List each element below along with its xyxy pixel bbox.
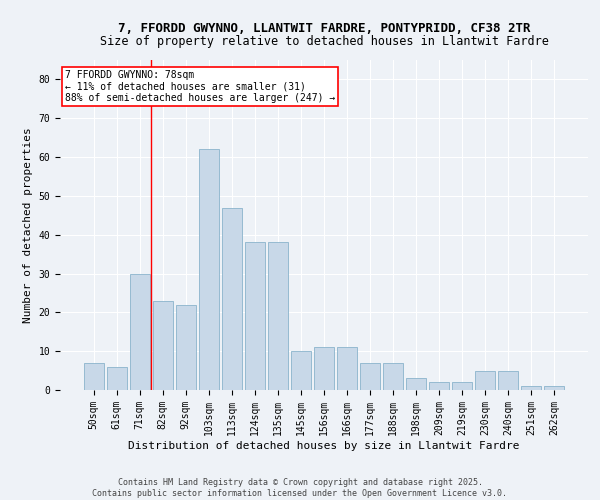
Text: Size of property relative to detached houses in Llantwit Fardre: Size of property relative to detached ho… <box>100 35 548 48</box>
Bar <box>337 348 357 390</box>
Bar <box>222 208 242 390</box>
Bar <box>521 386 541 390</box>
Bar <box>291 351 311 390</box>
Bar <box>176 304 196 390</box>
Bar <box>199 150 218 390</box>
Bar <box>452 382 472 390</box>
Bar <box>499 370 518 390</box>
Bar <box>130 274 149 390</box>
Bar <box>314 348 334 390</box>
Bar <box>245 242 265 390</box>
Bar <box>544 386 564 390</box>
Text: 7, FFORDD GWYNNO, LLANTWIT FARDRE, PONTYPRIDD, CF38 2TR: 7, FFORDD GWYNNO, LLANTWIT FARDRE, PONTY… <box>118 22 530 36</box>
Bar <box>268 242 288 390</box>
Bar <box>107 366 127 390</box>
Bar <box>360 363 380 390</box>
Y-axis label: Number of detached properties: Number of detached properties <box>23 127 33 323</box>
Text: Contains HM Land Registry data © Crown copyright and database right 2025.
Contai: Contains HM Land Registry data © Crown c… <box>92 478 508 498</box>
Bar <box>406 378 426 390</box>
Text: 7 FFORDD GWYNNO: 78sqm
← 11% of detached houses are smaller (31)
88% of semi-det: 7 FFORDD GWYNNO: 78sqm ← 11% of detached… <box>65 70 335 103</box>
Bar <box>430 382 449 390</box>
Bar <box>84 363 104 390</box>
Bar <box>153 300 173 390</box>
Bar <box>475 370 495 390</box>
X-axis label: Distribution of detached houses by size in Llantwit Fardre: Distribution of detached houses by size … <box>128 440 520 450</box>
Bar <box>383 363 403 390</box>
